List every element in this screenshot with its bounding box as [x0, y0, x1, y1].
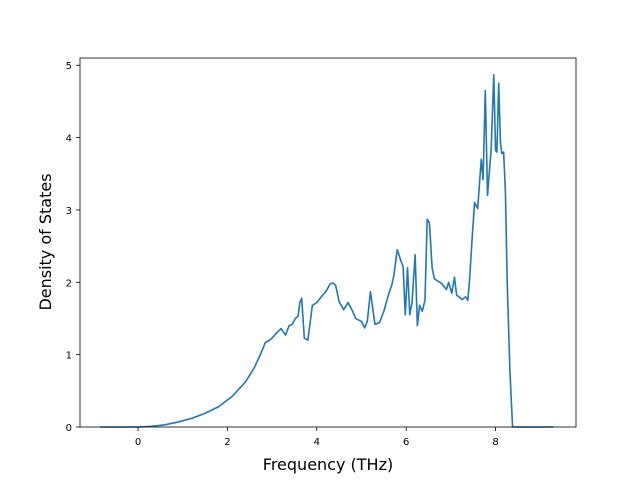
y-axis-ticks: 0 1 2 3 4 5 [66, 61, 80, 434]
x-axis-label: Frequency (THz) [263, 455, 393, 474]
y-tick-label: 4 [66, 134, 72, 145]
x-tick-label: 4 [314, 437, 320, 448]
series-layer [100, 73, 554, 428]
series-line-0 [100, 73, 554, 428]
y-tick-label: 1 [66, 351, 72, 362]
x-tick-label: 0 [135, 437, 141, 448]
y-tick-label: 2 [66, 278, 72, 289]
x-tick-label: 6 [403, 437, 409, 448]
y-tick-label: 0 [66, 423, 72, 434]
plot-frame [79, 57, 577, 428]
y-tick-label: 5 [66, 61, 72, 72]
y-axis-label: Density of States [36, 173, 55, 310]
x-tick-label: 2 [224, 437, 230, 448]
x-axis-ticks: 0 2 4 6 8 [135, 427, 499, 448]
y-tick-label: 3 [66, 206, 72, 217]
x-tick-label: 8 [492, 437, 498, 448]
